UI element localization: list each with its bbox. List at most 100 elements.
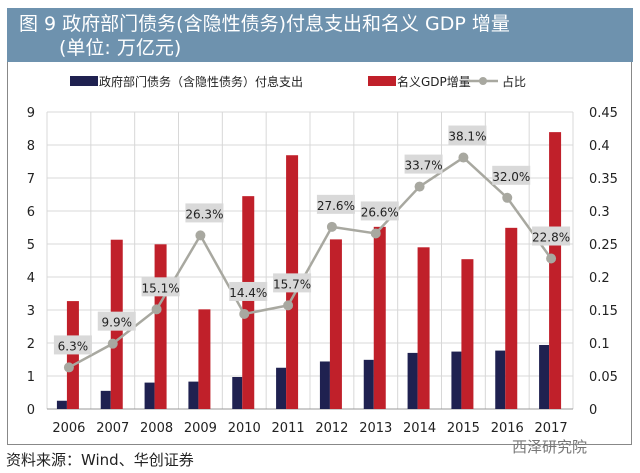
right-tick-label: 0.2 xyxy=(589,271,610,286)
left-tick-label: 9 xyxy=(27,106,35,121)
left-tick-label: 0 xyxy=(27,403,35,418)
data-label-bg xyxy=(404,154,443,174)
left-tick-label: 7 xyxy=(27,172,35,187)
x-tick-label: 2008 xyxy=(140,421,173,436)
data-label: 6.3% xyxy=(58,339,89,353)
watermark: 西泽研究院 xyxy=(512,438,588,456)
ratio-point xyxy=(151,304,162,315)
data-label-bg xyxy=(229,281,268,301)
right-tick-label: 0.35 xyxy=(589,172,618,187)
ratio-point xyxy=(546,253,557,264)
data-label-bg xyxy=(316,194,355,214)
left-tick-label: 8 xyxy=(27,139,35,154)
bar-interest xyxy=(56,400,67,409)
right-tick-label: 0.1 xyxy=(589,337,610,352)
bar-interest xyxy=(407,352,418,409)
legend-label-gdp: 名义GDP增量 xyxy=(397,74,471,89)
x-tick-label: 2012 xyxy=(315,421,348,436)
left-tick-label: 5 xyxy=(27,238,35,253)
ratio-point xyxy=(239,308,250,319)
data-label: 14.4% xyxy=(229,286,267,300)
right-tick-label: 0.45 xyxy=(589,106,618,121)
legend-swatch-interest xyxy=(70,76,98,86)
left-tick-label: 3 xyxy=(27,304,35,319)
bar-interest xyxy=(144,382,155,409)
bar-interest xyxy=(100,390,111,409)
bar-gdp-increment xyxy=(505,227,518,409)
data-label: 32.0% xyxy=(492,170,530,184)
right-tick-label: 0.25 xyxy=(589,238,618,253)
bar-interest xyxy=(232,376,243,409)
data-label-bg xyxy=(532,226,571,246)
x-tick-label: 2017 xyxy=(535,421,568,436)
bar-interest xyxy=(188,381,199,409)
bar-interest xyxy=(539,344,550,409)
bar-gdp-increment xyxy=(373,226,386,409)
left-tick-label: 4 xyxy=(27,271,35,286)
x-tick-label: 2015 xyxy=(447,421,480,436)
data-label-bg xyxy=(492,165,531,185)
bar-gdp-increment xyxy=(66,301,79,409)
x-tick-label: 2009 xyxy=(184,421,217,436)
x-tick-label: 2010 xyxy=(228,421,261,436)
data-label-bg xyxy=(53,335,92,355)
ratio-point xyxy=(502,192,513,203)
bar-interest xyxy=(363,359,374,409)
ratio-point xyxy=(370,228,381,239)
data-label: 15.7% xyxy=(273,277,311,291)
x-tick-label: 2011 xyxy=(272,421,305,436)
bar-gdp-increment xyxy=(329,239,342,409)
chart-frame xyxy=(7,62,632,445)
right-tick-label: 0.05 xyxy=(589,370,618,385)
right-tick-label: 0.4 xyxy=(589,139,610,154)
data-label-bg xyxy=(141,277,180,297)
left-tick-label: 1 xyxy=(27,370,35,385)
bar-gdp-increment xyxy=(154,244,167,409)
title-line1: 图 9 政府部门债务(含隐性债务)付息支出和名义 GDP 增量 xyxy=(19,13,510,35)
right-tick-label: 0 xyxy=(589,403,597,418)
ratio-point xyxy=(458,152,469,163)
bar-gdp-increment xyxy=(461,259,474,409)
data-label: 38.1% xyxy=(448,130,486,144)
x-tick-label: 2014 xyxy=(403,421,436,436)
legend-marker-ratio xyxy=(479,77,487,85)
data-label: 27.6% xyxy=(317,199,355,213)
data-label-bg xyxy=(273,273,312,293)
data-label: 22.8% xyxy=(532,231,570,245)
ratio-line xyxy=(68,155,553,369)
data-label: 33.7% xyxy=(405,159,443,173)
x-tick-label: 2016 xyxy=(491,421,524,436)
legend-label-interest: 政府部门债务（含隐性债务）付息支出 xyxy=(99,74,303,89)
bar-interest xyxy=(319,361,330,409)
right-tick-label: 0.15 xyxy=(589,304,618,319)
legend-swatch-gdp xyxy=(368,76,396,86)
ratio-point xyxy=(414,181,425,192)
source-note: 资料来源：Wind、华创证券 xyxy=(6,451,194,469)
x-tick-label: 2013 xyxy=(359,421,392,436)
ratio-point xyxy=(63,362,74,373)
bar-interest xyxy=(276,367,287,409)
ratio-point xyxy=(326,221,337,232)
legend-label-ratio: 占比 xyxy=(502,74,526,89)
data-label-bg xyxy=(97,311,136,331)
bar-interest xyxy=(451,351,462,409)
data-label: 26.3% xyxy=(185,207,223,221)
title-line2: (单位: 万亿元) xyxy=(59,37,182,59)
data-label: 9.9% xyxy=(102,316,133,330)
bar-gdp-increment xyxy=(242,196,255,409)
data-label: 15.1% xyxy=(142,281,180,295)
right-tick-label: 0.3 xyxy=(589,205,610,220)
bar-gdp-increment xyxy=(417,247,430,409)
bar-interest xyxy=(495,350,506,409)
left-tick-label: 6 xyxy=(27,205,35,220)
x-tick-label: 2007 xyxy=(96,421,129,436)
x-tick-label: 2006 xyxy=(52,421,85,436)
left-tick-label: 2 xyxy=(27,337,35,352)
ratio-point xyxy=(283,300,294,311)
ratio-point xyxy=(107,338,118,349)
ratio-point xyxy=(195,230,206,241)
bar-gdp-increment xyxy=(198,309,211,409)
bar-gdp-increment xyxy=(549,132,562,409)
chart-title: 图 9 政府部门债务(含隐性债务)付息支出和名义 GDP 增量 (单位: 万亿元… xyxy=(7,8,633,62)
data-label: 26.6% xyxy=(361,205,399,219)
